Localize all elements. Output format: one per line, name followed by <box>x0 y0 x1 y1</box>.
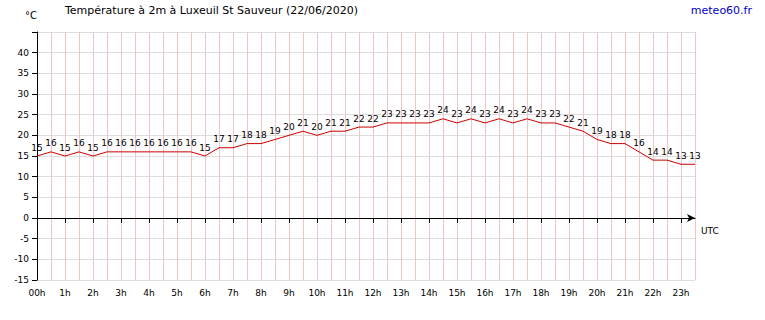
svg-text:35: 35 <box>18 68 29 78</box>
svg-text:20: 20 <box>311 122 323 132</box>
svg-text:16: 16 <box>73 138 85 148</box>
svg-text:21: 21 <box>577 118 588 128</box>
svg-text:40: 40 <box>18 48 30 58</box>
svg-text:18: 18 <box>619 130 631 140</box>
svg-text:24: 24 <box>521 105 533 115</box>
svg-text:8h: 8h <box>255 288 266 298</box>
svg-text:14: 14 <box>661 147 673 157</box>
svg-text:20: 20 <box>18 130 30 140</box>
svg-text:25: 25 <box>18 110 29 120</box>
svg-text:23: 23 <box>479 109 490 119</box>
svg-text:11h: 11h <box>336 288 353 298</box>
svg-text:16: 16 <box>143 138 155 148</box>
svg-text:7h: 7h <box>227 288 238 298</box>
svg-text:21: 21 <box>325 118 336 128</box>
svg-text:15: 15 <box>18 151 29 161</box>
svg-text:meteo60.fr: meteo60.fr <box>691 4 753 17</box>
svg-text:10: 10 <box>18 172 30 182</box>
svg-text:20: 20 <box>283 122 295 132</box>
svg-text:17h: 17h <box>504 288 521 298</box>
svg-text:17: 17 <box>213 134 224 144</box>
svg-text:12h: 12h <box>364 288 381 298</box>
svg-text:24: 24 <box>493 105 505 115</box>
svg-text:18: 18 <box>605 130 617 140</box>
svg-text:23: 23 <box>549 109 560 119</box>
svg-text:24: 24 <box>437 105 449 115</box>
svg-text:13h: 13h <box>392 288 409 298</box>
svg-text:21: 21 <box>297 118 308 128</box>
svg-text:23: 23 <box>395 109 406 119</box>
svg-text:16h: 16h <box>476 288 493 298</box>
svg-text:Température à 2m à Luxeuil St: Température à 2m à Luxeuil St Sauveur (2… <box>64 4 358 17</box>
svg-text:16: 16 <box>101 138 113 148</box>
svg-text:0: 0 <box>23 213 29 223</box>
svg-text:22: 22 <box>367 114 378 124</box>
svg-text:19: 19 <box>269 126 281 136</box>
svg-text:13: 13 <box>675 151 686 161</box>
svg-text:2h: 2h <box>87 288 98 298</box>
svg-text:23: 23 <box>409 109 420 119</box>
svg-text:16: 16 <box>45 138 57 148</box>
svg-text:23: 23 <box>451 109 462 119</box>
svg-text:14: 14 <box>647 147 659 157</box>
svg-text:-5: -5 <box>20 234 29 244</box>
svg-text:19h: 19h <box>560 288 577 298</box>
svg-text:-15: -15 <box>14 275 29 285</box>
svg-text:4h: 4h <box>143 288 154 298</box>
svg-text:6h: 6h <box>199 288 210 298</box>
svg-text:22: 22 <box>353 114 364 124</box>
svg-text:15: 15 <box>87 143 98 153</box>
svg-text:23: 23 <box>507 109 518 119</box>
svg-text:16: 16 <box>185 138 197 148</box>
svg-text:16: 16 <box>129 138 141 148</box>
svg-text:16: 16 <box>157 138 169 148</box>
svg-text:9h: 9h <box>283 288 294 298</box>
svg-text:15h: 15h <box>448 288 465 298</box>
svg-text:-10: -10 <box>14 254 29 264</box>
svg-text:16: 16 <box>171 138 183 148</box>
svg-text:10h: 10h <box>308 288 325 298</box>
svg-text:°C: °C <box>25 10 37 21</box>
svg-text:18: 18 <box>241 130 253 140</box>
svg-text:23: 23 <box>381 109 392 119</box>
svg-text:UTC: UTC <box>701 226 719 236</box>
svg-text:15: 15 <box>59 143 70 153</box>
svg-text:15: 15 <box>31 143 42 153</box>
svg-text:16: 16 <box>633 138 645 148</box>
svg-text:22: 22 <box>563 114 574 124</box>
svg-text:21: 21 <box>339 118 350 128</box>
svg-text:22h: 22h <box>644 288 661 298</box>
svg-text:21h: 21h <box>616 288 633 298</box>
svg-text:13: 13 <box>689 151 700 161</box>
svg-text:23: 23 <box>535 109 546 119</box>
svg-text:24: 24 <box>465 105 477 115</box>
svg-text:5: 5 <box>23 192 29 202</box>
svg-text:18: 18 <box>255 130 267 140</box>
svg-text:17: 17 <box>227 134 238 144</box>
svg-text:5h: 5h <box>171 288 182 298</box>
svg-text:16: 16 <box>115 138 127 148</box>
svg-text:30: 30 <box>18 89 30 99</box>
svg-text:00h: 00h <box>28 288 45 298</box>
svg-text:23: 23 <box>423 109 434 119</box>
svg-text:15: 15 <box>199 143 210 153</box>
svg-text:14h: 14h <box>420 288 437 298</box>
svg-text:19: 19 <box>591 126 603 136</box>
svg-text:18h: 18h <box>532 288 549 298</box>
svg-text:20h: 20h <box>588 288 605 298</box>
svg-text:3h: 3h <box>115 288 126 298</box>
svg-text:23h: 23h <box>672 288 689 298</box>
svg-text:1h: 1h <box>59 288 70 298</box>
